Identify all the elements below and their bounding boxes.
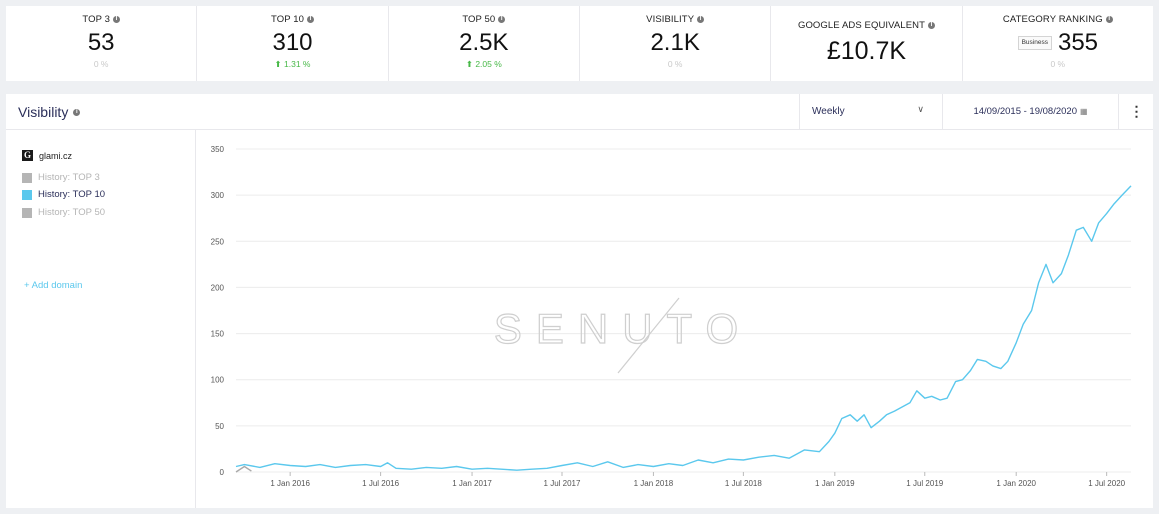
stat-top10-label: TOP 10 [270, 14, 304, 25]
stat-top3-value: 53 [87, 29, 115, 56]
stat-visibility: VISIBILITY i 2.1K 0 % [580, 6, 772, 81]
x-axis: 1 Jan 2016 1 Jul 2016 1 Jan 2017 1 Jul 2017… [270, 472, 1126, 488]
stat-top50: TOP 50 i 2.5K ⬆ 2.05 % [389, 6, 580, 81]
legend-label: History: TOP 50 [38, 207, 106, 218]
x-tick-label: 1 Jul 2017 [544, 479, 581, 488]
y-tick-label: 100 [211, 376, 225, 385]
stat-top50-label: TOP 50 [462, 14, 496, 25]
legend-swatch [22, 189, 32, 200]
stat-top10-change: 1.31 % [284, 59, 311, 69]
x-tick-label: 1 Jan 2020 [996, 479, 1036, 488]
date-range-picker[interactable]: 14/09/2015 - 19/08/2020 ▦ [942, 94, 1118, 129]
x-tick-label: 1 Jan 2016 [270, 479, 310, 488]
stat-top3-change: 0 % [93, 59, 109, 69]
legend-label: History: TOP 10 [38, 189, 106, 200]
panel-title: Visibility [18, 104, 69, 120]
stat-top10: TOP 10 i 310 ⬆ 1.31 % [197, 6, 389, 81]
legend-domain: G glami.cz [22, 150, 72, 161]
x-tick-label: 1 Jul 2019 [906, 479, 943, 488]
calendar-icon: ▦ [1079, 107, 1088, 116]
visibility-chart: 0 50 100 150 200 250 300 350 1 Jan 2016 1 Jul 20… [211, 145, 1132, 488]
kebab-icon: ⋮ [1129, 103, 1144, 119]
chart-grid [236, 148, 1131, 473]
arrow-up-icon: ⬆ [465, 59, 473, 69]
stat-visibility-label: VISIBILITY [646, 14, 695, 25]
y-tick-label: 50 [215, 422, 224, 431]
stat-category-label: CATEGORY RANKING [1002, 14, 1103, 25]
legend-label: History: TOP 3 [38, 172, 100, 183]
series-line-top10 [235, 185, 1132, 471]
stat-ads-value: £10.7K [826, 37, 907, 65]
stat-visibility-change: 0 % [667, 59, 683, 69]
x-tick-label: 1 Jan 2018 [634, 479, 674, 488]
stat-top3: TOP 3i 53 0 % [6, 6, 198, 81]
legend-swatch [22, 172, 32, 183]
legend-swatch [22, 207, 32, 218]
info-icon[interactable]: i [1105, 16, 1113, 23]
stat-category-ranking: CATEGORY RANKING i Business 355 0 % [963, 6, 1153, 81]
chart-series [235, 185, 1132, 473]
stat-top50-change: 2.05 % [475, 59, 502, 69]
x-tick-label: 1 Jan 2017 [452, 479, 492, 488]
stat-top50-value: 2.5K [459, 29, 509, 56]
y-tick-label: 0 [220, 468, 225, 477]
watermark-text: SENUTO [494, 305, 752, 352]
info-icon[interactable]: i [928, 22, 935, 29]
info-icon[interactable]: i [697, 16, 705, 23]
series-line-top3 [235, 465, 252, 473]
x-tick-label: 1 Jul 2016 [362, 479, 399, 488]
category-badge: Business [1017, 36, 1052, 50]
watermark: SENUTO [493, 297, 752, 374]
info-icon[interactable]: i [112, 16, 120, 23]
y-tick-label: 250 [211, 237, 225, 246]
y-tick-label: 350 [211, 145, 225, 154]
y-tick-label: 200 [211, 283, 225, 292]
stat-top10-value: 310 [272, 29, 313, 56]
stat-category-value: 355 [1057, 29, 1099, 56]
stat-ads-equivalent: GOOGLE ADS EQUIVALENT i £10.7K [771, 6, 963, 81]
legend-panel: G glami.cz History: TOP 3 History: TOP 1… [6, 130, 196, 508]
more-options-button[interactable]: ⋮ [1118, 94, 1154, 129]
legend-item-top3[interactable]: History: TOP 3 [22, 172, 100, 183]
watermark-slash [617, 297, 680, 374]
info-icon[interactable]: i [306, 16, 314, 23]
y-tick-label: 150 [211, 330, 225, 339]
stat-visibility-value: 2.1K [650, 29, 700, 56]
visibility-panel: Visibility i Weekly ∨ 14/09/2015 - 19/08/… [6, 94, 1153, 508]
y-axis: 0 50 100 150 200 250 300 350 [211, 145, 225, 477]
panel-header: Visibility i Weekly ∨ 14/09/2015 - 19/08/… [6, 94, 1153, 130]
info-icon[interactable]: i [498, 16, 506, 23]
add-domain-link[interactable]: + Add domain [24, 280, 83, 291]
period-value: Weekly [812, 106, 845, 117]
date-range-value: 14/09/2015 - 19/08/2020 [973, 106, 1077, 117]
info-icon[interactable]: i [73, 108, 81, 116]
domain-logo-icon: G [22, 150, 33, 161]
legend-item-top10[interactable]: History: TOP 10 [22, 189, 105, 200]
stat-ads-label: GOOGLE ADS EQUIVALENT [797, 20, 925, 31]
stat-category-change: 0 % [1050, 59, 1066, 69]
x-tick-label: 1 Jul 2020 [1088, 479, 1125, 488]
period-select[interactable]: Weekly ∨ [799, 94, 942, 129]
stat-top3-label: TOP 3 [82, 14, 110, 25]
chevron-down-icon: ∨ [917, 104, 924, 114]
stats-bar: TOP 3i 53 0 % TOP 10 i 310 ⬆ 1.31 % TOP 5… [6, 6, 1153, 81]
x-tick-label: 1 Jul 2018 [725, 479, 762, 488]
legend-item-top50[interactable]: History: TOP 50 [22, 207, 105, 218]
y-tick-label: 300 [211, 191, 225, 200]
x-tick-label: 1 Jan 2019 [815, 479, 855, 488]
domain-name: glami.cz [39, 150, 73, 161]
arrow-up-icon: ⬆ [274, 59, 282, 69]
